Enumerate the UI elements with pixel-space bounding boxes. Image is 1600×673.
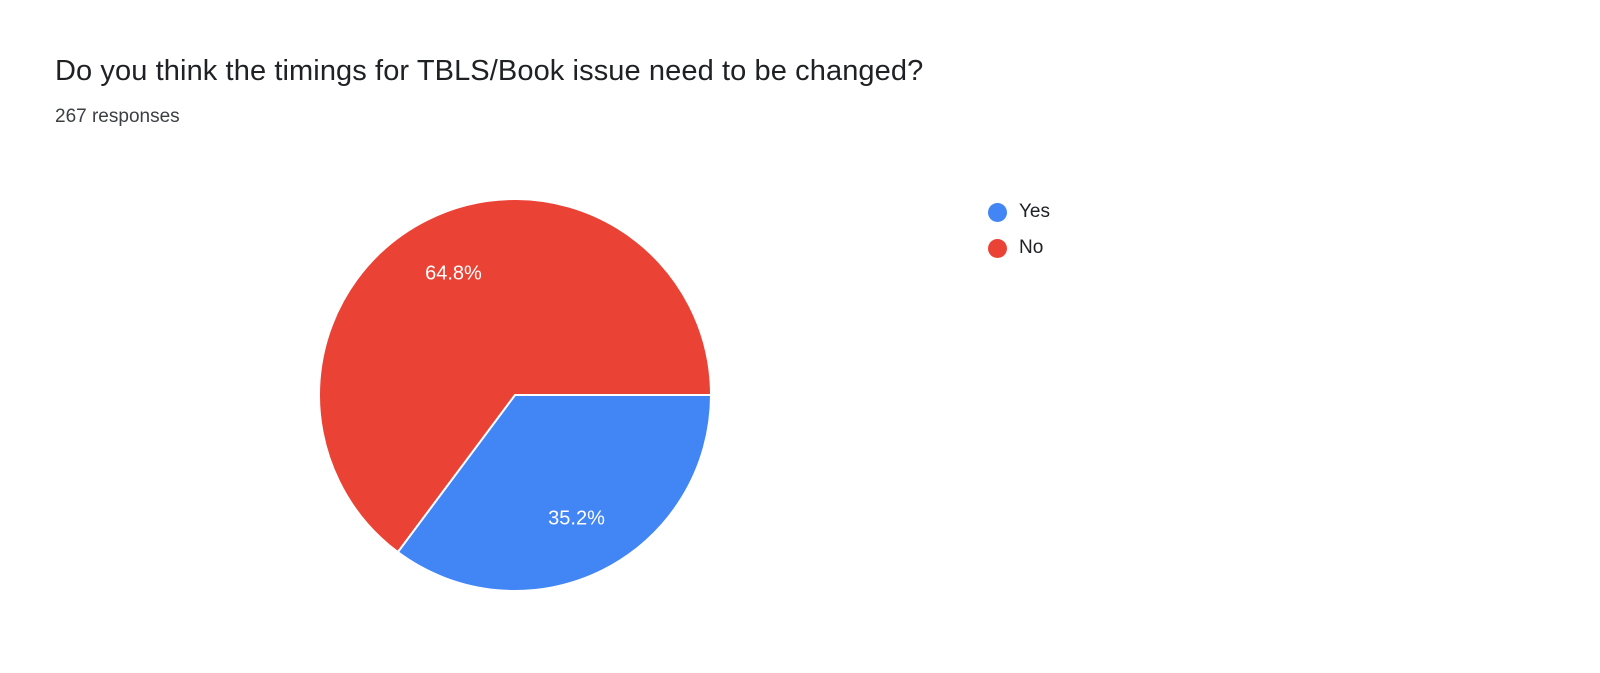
chart-legend: Yes No bbox=[988, 201, 1050, 259]
responses-count: 267 responses bbox=[55, 106, 180, 127]
pie-slice-percent-label: 64.8% bbox=[425, 262, 482, 284]
legend-label-no: No bbox=[1019, 237, 1044, 258]
legend-label-yes: Yes bbox=[1019, 201, 1050, 222]
pie-chart: 35.2% 64.8% bbox=[315, 195, 715, 595]
legend-dot-yes-icon bbox=[988, 202, 1007, 222]
legend-item-no: No bbox=[988, 237, 1050, 259]
legend-dot-no-icon bbox=[988, 238, 1007, 258]
legend-item-yes: Yes bbox=[988, 201, 1050, 223]
pie-slice-yes[interactable] bbox=[396, 394, 713, 593]
pie-chart-svg: 35.2% 64.8% bbox=[318, 198, 713, 593]
question-title: Do you think the timings for TBLS/Book i… bbox=[55, 55, 924, 87]
pie-slice-no[interactable] bbox=[318, 198, 713, 554]
pie-slice-percent-label: 35.2% bbox=[548, 508, 605, 530]
